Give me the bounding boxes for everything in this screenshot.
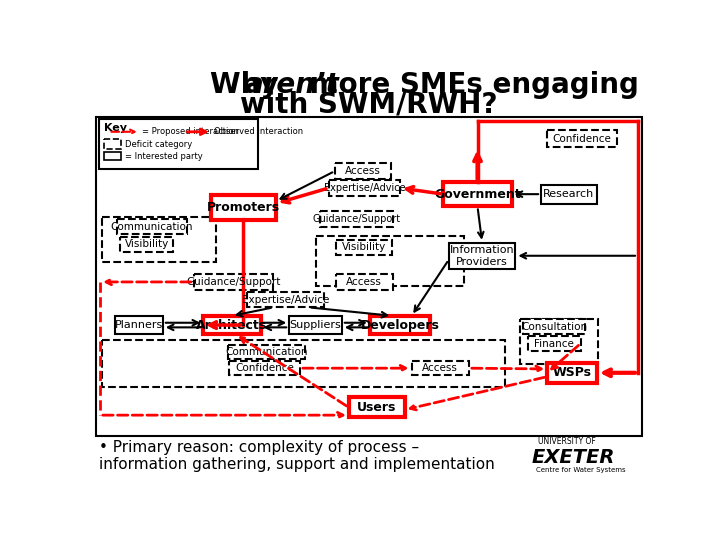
Bar xyxy=(99,119,258,168)
Bar xyxy=(329,180,400,195)
Bar xyxy=(370,316,431,334)
Text: = Proposed interaction: = Proposed interaction xyxy=(142,127,239,136)
Bar xyxy=(289,316,342,334)
Bar xyxy=(114,316,163,334)
Text: Key: Key xyxy=(104,123,127,132)
Text: Research: Research xyxy=(544,189,595,199)
Text: aren’t: aren’t xyxy=(244,71,339,99)
Text: Communication: Communication xyxy=(111,221,193,232)
Text: Consultation: Consultation xyxy=(521,322,588,332)
Bar xyxy=(528,336,580,351)
Text: with SWM/RWH?: with SWM/RWH? xyxy=(240,91,498,119)
Bar xyxy=(104,152,121,160)
Bar xyxy=(449,242,516,269)
Text: more SMEs engaging: more SMEs engaging xyxy=(300,71,639,99)
Text: Observed Interaction: Observed Interaction xyxy=(214,127,303,136)
Bar xyxy=(102,340,505,387)
Text: Guidance/Support: Guidance/Support xyxy=(312,214,400,224)
Bar xyxy=(547,130,617,147)
Bar xyxy=(117,219,187,234)
Text: Government: Government xyxy=(434,188,521,201)
Bar xyxy=(316,236,464,286)
Text: Developers: Developers xyxy=(361,319,439,332)
Text: Finance: Finance xyxy=(534,339,574,348)
Text: Architects: Architects xyxy=(197,319,267,332)
Bar xyxy=(541,185,597,204)
Bar xyxy=(444,182,512,206)
Text: Planners: Planners xyxy=(114,320,163,330)
Bar xyxy=(203,316,261,334)
Text: Visibility: Visibility xyxy=(125,239,168,249)
Bar xyxy=(228,345,305,359)
Text: = Interested party: = Interested party xyxy=(125,152,202,161)
Bar xyxy=(523,319,585,334)
Text: Deficit category: Deficit category xyxy=(125,140,192,149)
Text: Suppliers: Suppliers xyxy=(289,320,341,330)
Bar xyxy=(104,139,121,148)
Bar xyxy=(412,361,469,375)
Bar xyxy=(211,195,276,220)
Bar xyxy=(336,240,392,255)
Text: Guidance/Support: Guidance/Support xyxy=(186,277,281,287)
Text: • Primary reason: complexity of process –
information gathering, support and imp: • Primary reason: complexity of process … xyxy=(99,440,495,472)
Bar xyxy=(547,363,597,383)
Bar xyxy=(194,274,273,289)
Text: Expertise/Advice: Expertise/Advice xyxy=(242,295,329,305)
Text: Communication: Communication xyxy=(225,347,308,357)
Text: EXETER: EXETER xyxy=(532,448,615,467)
Text: Access: Access xyxy=(346,277,382,287)
Text: Centre for Water Systems: Centre for Water Systems xyxy=(536,467,625,472)
Bar xyxy=(96,117,642,436)
Bar xyxy=(120,237,173,252)
Text: WSPs: WSPs xyxy=(552,366,592,379)
Bar xyxy=(229,361,300,375)
Text: Why: Why xyxy=(210,71,288,99)
Text: Confidence: Confidence xyxy=(553,134,611,144)
Text: Expertise/Advice: Expertise/Advice xyxy=(323,183,405,193)
Bar xyxy=(520,319,598,363)
Bar xyxy=(320,211,393,226)
Text: Access: Access xyxy=(423,363,458,373)
Bar xyxy=(335,164,391,179)
Bar xyxy=(349,397,405,417)
Text: Visibility: Visibility xyxy=(342,242,387,252)
Text: Information
Providers: Information Providers xyxy=(450,245,515,267)
Bar xyxy=(246,292,324,307)
Text: Users: Users xyxy=(357,401,397,414)
Text: UNIVERSITY OF: UNIVERSITY OF xyxy=(538,437,595,446)
Text: Promoters: Promoters xyxy=(207,201,280,214)
Text: Confidence: Confidence xyxy=(235,363,294,373)
Text: Access: Access xyxy=(345,166,381,176)
Bar xyxy=(102,217,216,262)
Bar xyxy=(336,274,393,289)
